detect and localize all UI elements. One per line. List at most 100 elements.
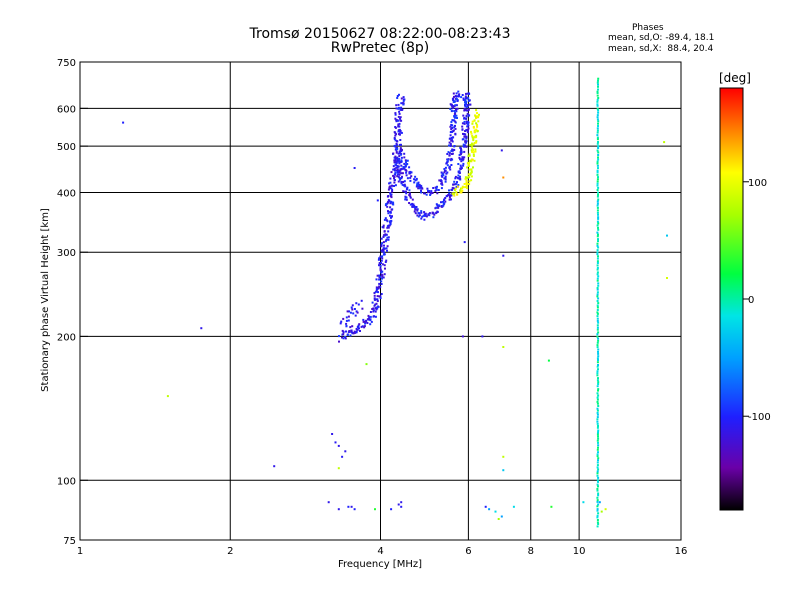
trace-point bbox=[390, 215, 393, 218]
trace-point bbox=[360, 325, 363, 328]
trace-point bbox=[390, 200, 393, 203]
trace-point bbox=[597, 337, 600, 340]
trace-point bbox=[373, 304, 376, 307]
trace-point bbox=[345, 325, 348, 327]
trace-point bbox=[597, 240, 599, 243]
trace-point bbox=[414, 208, 417, 211]
trace-point bbox=[596, 455, 599, 458]
trace-point bbox=[596, 231, 599, 234]
trace-point bbox=[466, 105, 469, 108]
trace-point bbox=[460, 167, 463, 170]
trace-point bbox=[596, 271, 599, 274]
trace-point bbox=[455, 98, 458, 100]
trace-point bbox=[596, 357, 599, 360]
trace-point bbox=[342, 333, 345, 336]
scatter-point bbox=[122, 121, 125, 124]
trace-point bbox=[382, 251, 385, 254]
trace-point bbox=[447, 194, 450, 197]
trace-point bbox=[389, 214, 391, 217]
trace-point bbox=[596, 180, 599, 183]
trace-point bbox=[438, 205, 441, 207]
trace-point bbox=[454, 177, 457, 180]
trace-point bbox=[385, 259, 388, 262]
trace-point bbox=[448, 141, 451, 144]
trace-point bbox=[443, 171, 446, 174]
trace-point bbox=[409, 170, 412, 173]
trace-point bbox=[464, 105, 467, 108]
trace-point bbox=[466, 122, 469, 125]
trace-point bbox=[596, 483, 599, 486]
trace-point bbox=[596, 361, 599, 364]
trace-point bbox=[451, 124, 454, 127]
trace-point bbox=[385, 238, 388, 241]
colorbar-tick-label: 100 bbox=[748, 178, 767, 189]
scatter-point bbox=[666, 234, 668, 237]
trace-point bbox=[345, 322, 348, 325]
trace-point bbox=[597, 125, 599, 127]
trace-point bbox=[458, 93, 461, 96]
trace-point bbox=[449, 103, 452, 106]
trace-point bbox=[466, 109, 469, 112]
trace-point bbox=[596, 260, 599, 263]
trace-point bbox=[454, 111, 457, 114]
trace-point bbox=[384, 217, 387, 220]
trace-point bbox=[472, 153, 475, 156]
trace-point bbox=[374, 315, 377, 318]
trace-point bbox=[596, 202, 599, 205]
trace-point bbox=[471, 144, 474, 147]
x-axis-label: Frequency [MHz] bbox=[338, 559, 422, 570]
trace-point bbox=[597, 109, 600, 112]
trace-point bbox=[459, 164, 462, 167]
scatter-point bbox=[663, 141, 666, 144]
trace-point bbox=[596, 116, 599, 119]
trace-point bbox=[596, 508, 599, 511]
trace-point bbox=[596, 509, 599, 512]
trace-point bbox=[405, 174, 408, 177]
trace-point bbox=[368, 316, 371, 319]
trace-point bbox=[597, 186, 600, 189]
trace-point bbox=[596, 319, 599, 322]
trace-point bbox=[389, 223, 392, 226]
trace-point bbox=[394, 134, 397, 137]
trace-point bbox=[386, 226, 389, 229]
trace-point bbox=[354, 331, 356, 334]
trace-point bbox=[372, 310, 375, 313]
trace-point bbox=[596, 129, 599, 132]
trace-point bbox=[394, 139, 397, 142]
x-tick-label: 2 bbox=[227, 546, 233, 557]
trace-point bbox=[380, 237, 383, 240]
trace-point bbox=[440, 201, 442, 204]
trace-point bbox=[462, 186, 465, 189]
trace-point bbox=[597, 79, 599, 82]
scatter-point bbox=[600, 510, 603, 513]
trace-point bbox=[464, 140, 467, 143]
trace-point bbox=[340, 320, 343, 323]
trace-point bbox=[418, 214, 421, 217]
trace-point bbox=[383, 230, 386, 233]
trace-point bbox=[596, 379, 599, 382]
trace-point bbox=[596, 489, 599, 492]
trace-point bbox=[597, 217, 600, 220]
trace-point bbox=[596, 466, 599, 469]
trace-point bbox=[427, 191, 430, 194]
trace-point bbox=[420, 211, 423, 214]
trace-point bbox=[351, 304, 354, 307]
trace-point bbox=[444, 200, 447, 203]
y-tick-label: 750 bbox=[57, 58, 76, 69]
trace-point bbox=[597, 191, 599, 194]
trace-point bbox=[596, 127, 599, 130]
trace-point bbox=[347, 331, 350, 334]
trace-point bbox=[596, 309, 599, 311]
trace-point bbox=[373, 298, 376, 301]
trace-point bbox=[397, 160, 400, 163]
trace-point bbox=[596, 291, 599, 294]
trace-point bbox=[448, 154, 451, 157]
trace-point bbox=[440, 187, 443, 190]
trace-point bbox=[378, 278, 381, 281]
trace-point bbox=[376, 295, 379, 298]
trace-point bbox=[436, 210, 439, 213]
trace-point bbox=[464, 177, 467, 180]
trace-point bbox=[455, 104, 458, 107]
trace-point bbox=[435, 188, 438, 191]
trace-point bbox=[421, 187, 424, 190]
